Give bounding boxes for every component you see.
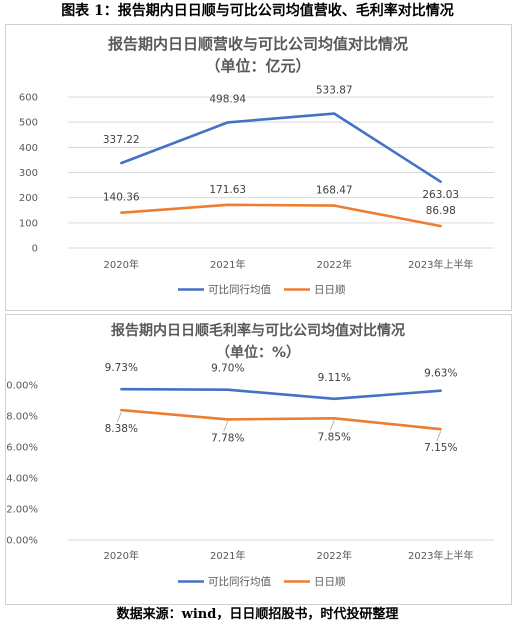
data-point (120, 387, 123, 391)
revenue-chart-panel: 报告期内日日顺营收与可比公司均值对比情况 （单位：亿元） 0 100 200 300 400… (5, 24, 512, 311)
y-tick-label: 10.00% (6, 381, 38, 392)
series-line-0 (121, 387, 441, 401)
series-line-0 (120, 112, 442, 183)
data-point (333, 397, 336, 400)
data-label: 533.87 (316, 85, 353, 97)
legend-label: 日日顺 (314, 284, 346, 296)
data-label: 171.63 (209, 184, 246, 196)
y-tick-label: 0 (32, 244, 38, 255)
y-tick-label: 6.00% (6, 443, 38, 454)
x-tick-label: 2020年 (104, 549, 139, 562)
data-label: 337.22 (103, 134, 140, 146)
chart-subtitle: （单位：亿元） (205, 57, 310, 75)
data-point (439, 389, 442, 392)
data-label: 263.03 (422, 189, 459, 201)
data-label: 9.11% (318, 372, 351, 384)
x-tick-label: 2021年 (210, 258, 245, 271)
y-tick-label: 500 (19, 118, 38, 129)
data-label: 498.94 (209, 93, 246, 105)
data-point (120, 211, 123, 214)
data-point (333, 112, 336, 115)
data-label: 9.70% (211, 363, 244, 375)
legend-label: 可比同行均值 (208, 575, 271, 588)
x-tick-label: 2020年 (104, 258, 139, 271)
x-tick-label: 2023年上半年 (408, 258, 473, 271)
leader-line (436, 431, 442, 442)
y-tick-label: 600 (19, 93, 38, 104)
chart-title: 报告期内日日顺毛利率与可比公司均值对比情况 (111, 322, 405, 339)
data-label: 7.15% (424, 442, 457, 454)
legend-label: 可比同行均值 (208, 283, 271, 296)
data-point (120, 161, 123, 165)
gross-margin-chart-panel: 报告期内日日顺毛利率与可比公司均值对比情况 （单位：%） 0.00% 2.00% 4.0… (0, 314, 512, 605)
x-tick-label: 2021年 (210, 549, 245, 562)
y-tick-label: 400 (19, 143, 38, 154)
data-label: 140.36 (103, 192, 140, 204)
data-label: 8.38% (105, 423, 138, 435)
data-label: 168.47 (316, 185, 353, 197)
source-note: 数据来源：wind，日日顺招股书，时代投研整理 (116, 607, 399, 622)
legend-label: 日日顺 (314, 576, 346, 588)
data-label: 7.78% (211, 432, 244, 444)
data-point (226, 121, 229, 124)
series-line-1 (121, 408, 441, 431)
y-tick-label: 2.00% (6, 505, 38, 516)
data-point (439, 180, 442, 184)
x-tick-label: 2022年 (317, 549, 352, 562)
data-point (439, 427, 442, 431)
chart-subtitle: （单位：%） (216, 344, 300, 361)
x-tick-label: 2023年上半年 (408, 549, 473, 562)
gross-margin-line-chart: 报告期内日日顺毛利率与可比公司均值对比情况 （单位：%） 0.00% 2.00% 4.0… (0, 322, 494, 588)
data-point (226, 388, 229, 391)
chart-title: 报告期内日日顺营收与可比公司均值对比情况 (108, 35, 408, 53)
data-point (226, 203, 229, 207)
data-point (333, 417, 336, 420)
y-tick-label: 200 (19, 193, 38, 204)
data-label: 9.63% (424, 368, 457, 380)
leader-line (329, 420, 335, 431)
y-tick-label: 0.00% (6, 536, 38, 547)
leader-line (116, 411, 122, 423)
y-tick-label: 300 (19, 168, 38, 179)
series-line-1 (121, 203, 442, 228)
figure-title: 图表 1：报告期内日日顺与可比公司均值营收、毛利率对比情况 (61, 3, 454, 19)
data-point (333, 204, 336, 207)
data-label: 7.85% (318, 431, 351, 443)
data-label: 9.73% (105, 362, 138, 374)
x-tick-label: 2022年 (317, 258, 352, 271)
y-tick-label: 8.00% (6, 412, 38, 423)
data-point (439, 224, 442, 228)
revenue-line-chart: 报告期内日日顺营收与可比公司均值对比情况 （单位：亿元） 0 100 200 300 400… (19, 35, 494, 296)
y-tick-label: 4.00% (6, 474, 38, 485)
data-point (226, 418, 229, 421)
y-tick-label: 100 (19, 218, 38, 229)
data-point (120, 408, 123, 412)
data-label: 86.98 (426, 205, 456, 217)
leader-line (223, 421, 229, 432)
